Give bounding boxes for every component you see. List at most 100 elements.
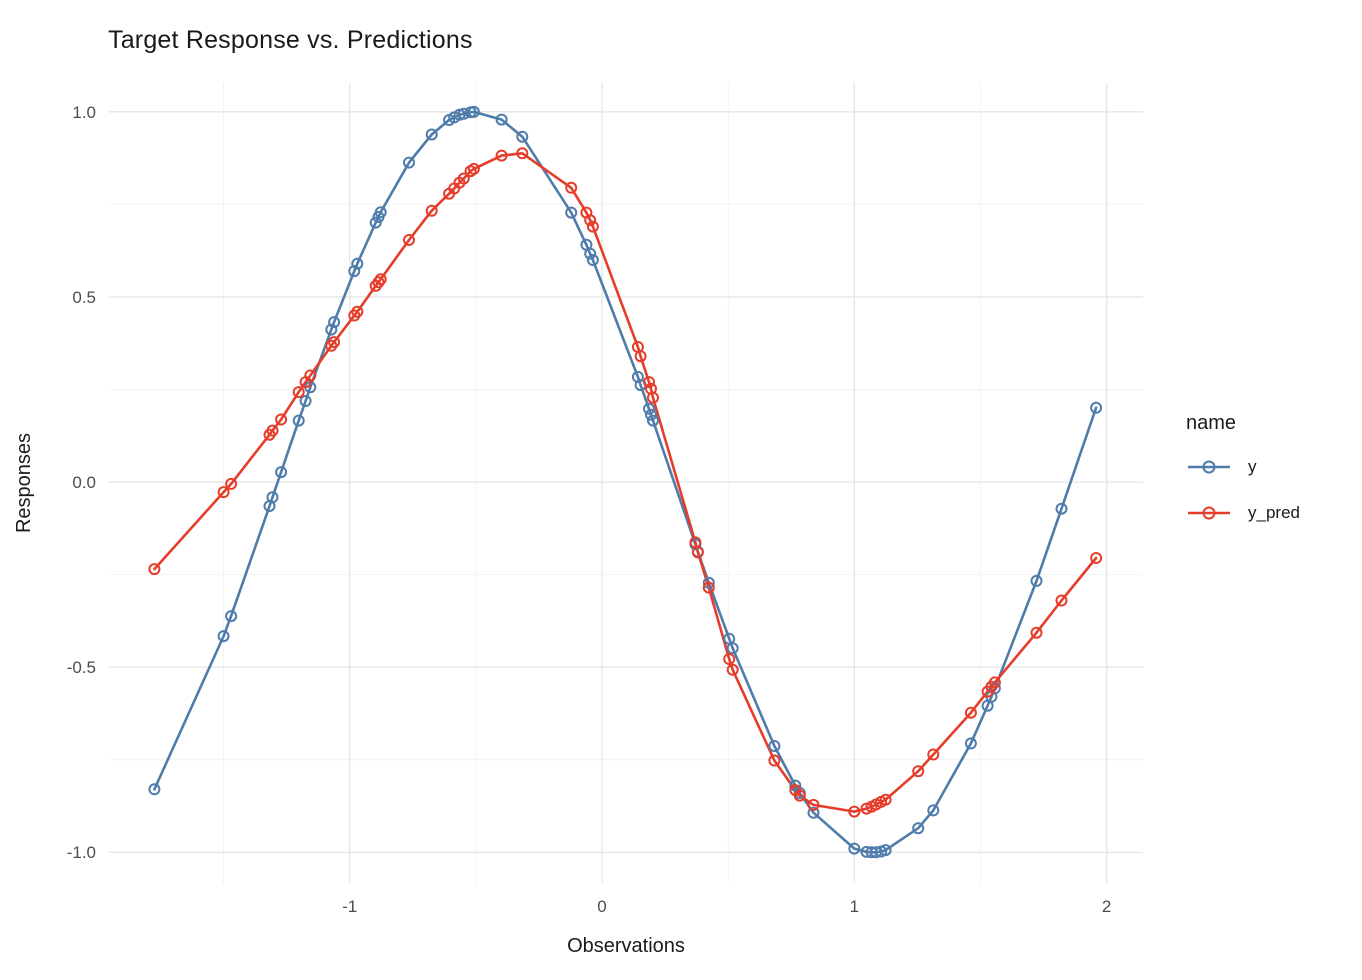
legend-title: name (1186, 412, 1237, 434)
data-point-y (217, 630, 230, 643)
data-point-y_pred (643, 376, 655, 389)
data-point-y (1090, 401, 1103, 414)
y-axis-title: Responses (13, 433, 35, 533)
data-point-y_pred (848, 805, 861, 818)
plot-panel: 1.0 0.5 0.0 -0.5 -1.0 -1 0 1 2 (67, 83, 1143, 916)
data-point-y_pred (634, 350, 647, 363)
x-axis-title: Observations (567, 935, 685, 957)
data-point-y (912, 822, 925, 835)
data-point-y (879, 844, 892, 857)
legend-key-y-pred-icon (1188, 506, 1230, 520)
data-point-y_pred (912, 765, 925, 778)
data-point-y (645, 408, 657, 421)
y-tick-label: 1.0 (72, 103, 96, 122)
legend-entry-y: y (1186, 451, 1300, 483)
data-point-y_pred (425, 204, 438, 217)
data-point-y (403, 156, 415, 169)
data-point-y (702, 576, 715, 589)
data-point-y (292, 414, 305, 427)
legend-entry-label-y-pred: y_pred (1248, 503, 1300, 522)
data-point-y (275, 466, 288, 479)
data-point-y (565, 206, 578, 219)
data-point-y (225, 610, 238, 623)
data-point-y (647, 414, 659, 427)
data-point-y_pred (702, 581, 715, 594)
data-point-y (516, 130, 529, 143)
data-point-y (351, 257, 364, 270)
x-tick-label: 2 (1102, 897, 1111, 916)
data-point-y (807, 806, 820, 819)
data-point-y (374, 206, 387, 219)
data-point-y_pred (793, 789, 806, 802)
data-point-y_pred (768, 754, 781, 767)
data-point-y_pred (148, 563, 161, 576)
y-tick-label: -0.5 (67, 658, 96, 677)
data-point-y_pred (328, 336, 341, 349)
data-point-y (584, 247, 597, 260)
data-point-y_pred (495, 149, 508, 162)
data-point-y_pred (292, 386, 305, 399)
data-point-y (964, 737, 977, 750)
data-point-y_pred (988, 676, 1001, 689)
data-point-y_pred (372, 276, 385, 289)
data-point-y (768, 740, 781, 752)
data-point-y_pred (403, 234, 415, 246)
data-point-y_pred (304, 369, 317, 382)
legend: name y y_pred (1186, 412, 1300, 543)
data-point-y (643, 402, 655, 415)
data-point-y_pred (467, 162, 480, 175)
data-point-y (848, 842, 861, 855)
data-point-y (425, 128, 438, 141)
data-point-y_pred (927, 748, 940, 761)
data-point-y (495, 113, 508, 126)
data-point-y_pred (807, 798, 820, 811)
data-point-y (586, 254, 599, 266)
data-point-y (325, 323, 338, 336)
data-point-y_pred (964, 706, 977, 719)
data-point-y_pred (586, 220, 599, 233)
data-point-y_pred (647, 391, 659, 404)
data-point-y (148, 783, 161, 796)
data-point-y (467, 105, 480, 118)
data-point-y (1055, 502, 1068, 515)
data-point-y_pred (225, 477, 238, 490)
data-point-y_pred (351, 305, 364, 318)
data-point-y (328, 316, 341, 329)
data-point-y (348, 265, 361, 278)
y-tick-label: 0.0 (72, 473, 96, 492)
data-point-y_pred (565, 181, 578, 194)
x-tick-label: -1 (342, 897, 357, 916)
data-point-y_pred (879, 793, 892, 806)
data-point-y_pred (1090, 552, 1103, 564)
data-point-y_pred (723, 653, 736, 665)
data-point-y (927, 804, 940, 817)
data-point-y_pred (516, 147, 529, 160)
data-point-y (1030, 574, 1043, 587)
data-point-y (726, 642, 739, 655)
x-tick-label: 1 (850, 897, 859, 916)
legend-entry-y-pred: y_pred (1186, 497, 1300, 529)
data-point-y_pred (1030, 626, 1043, 639)
data-point-y (266, 491, 279, 504)
data-point-y_pred (457, 172, 470, 185)
legend-entry-label-y: y (1248, 457, 1257, 476)
legend-key-y-icon (1188, 460, 1230, 474)
data-point-y_pred (726, 663, 739, 676)
data-point-y_pred (584, 214, 597, 227)
series-line-y_pred (153, 152, 1098, 813)
data-point-y_pred (374, 273, 387, 286)
data-point-y_pred (275, 413, 288, 426)
y-tick-label: 0.5 (72, 288, 96, 307)
x-tick-label: 0 (597, 897, 606, 916)
chart-title: Target Response vs. Predictions (108, 26, 473, 54)
data-point-y_pred (1055, 594, 1068, 607)
y-tick-label: -1.0 (67, 843, 96, 862)
data-point-y_pred (691, 546, 704, 559)
data-point-y (369, 216, 382, 229)
data-point-y (299, 395, 312, 407)
data-point-y_pred (217, 486, 230, 499)
data-point-y_pred (266, 424, 279, 437)
data-point-y (631, 370, 644, 383)
